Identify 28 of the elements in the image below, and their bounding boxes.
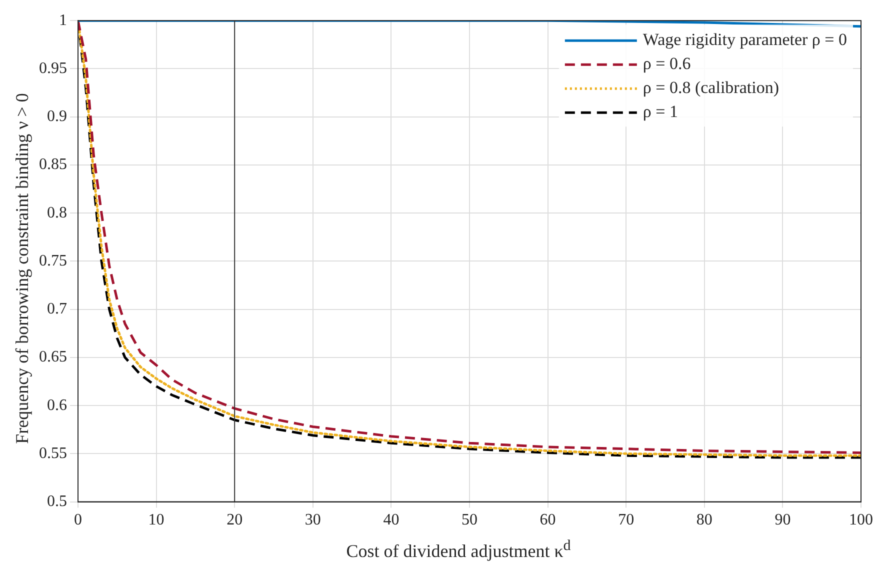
y-tick-label: 0.95 xyxy=(39,60,67,77)
y-tick-label: 0.6 xyxy=(47,396,67,414)
y-tick-label: 0.7 xyxy=(47,300,67,318)
x-tick-label: 40 xyxy=(383,512,400,529)
legend-label: ρ = 0.6 xyxy=(642,54,691,74)
y-tick-label: 0.75 xyxy=(39,252,67,270)
y-tick-label: 0.65 xyxy=(39,348,67,366)
x-tick-label: 50 xyxy=(462,512,478,529)
x-tick-label: 100 xyxy=(849,512,873,529)
legend-label: ρ = 1 xyxy=(642,102,678,122)
x-tick-label: 80 xyxy=(696,512,712,529)
x-tick-label: 0 xyxy=(74,512,82,529)
x-tick-label: 10 xyxy=(148,512,164,529)
legend-label: Wage rigidity parameter ρ = 0 xyxy=(642,30,848,50)
x-tick-label: 70 xyxy=(618,512,634,529)
legend-label: ρ = 0.8 (calibration) xyxy=(642,78,779,98)
y-tick-label: 1 xyxy=(59,12,67,29)
x-tick-label: 20 xyxy=(226,512,243,529)
y-tick-label: 0.85 xyxy=(39,156,67,174)
y-tick-label: 0.8 xyxy=(47,204,67,222)
x-axis-title: Cost of dividend adjustment κ$^{d}$ xyxy=(345,538,572,562)
y-tick-label: 0.5 xyxy=(47,493,67,510)
y-axis-title: Frequency of borrowing constraint binding ν > 0 xyxy=(12,92,33,444)
x-tick-label: 90 xyxy=(774,512,791,529)
y-tick-label: 0.55 xyxy=(39,444,67,462)
x-tick-label: 60 xyxy=(540,512,556,529)
y-tick-label: 0.9 xyxy=(47,108,67,126)
x-tick-label: 30 xyxy=(304,512,321,529)
